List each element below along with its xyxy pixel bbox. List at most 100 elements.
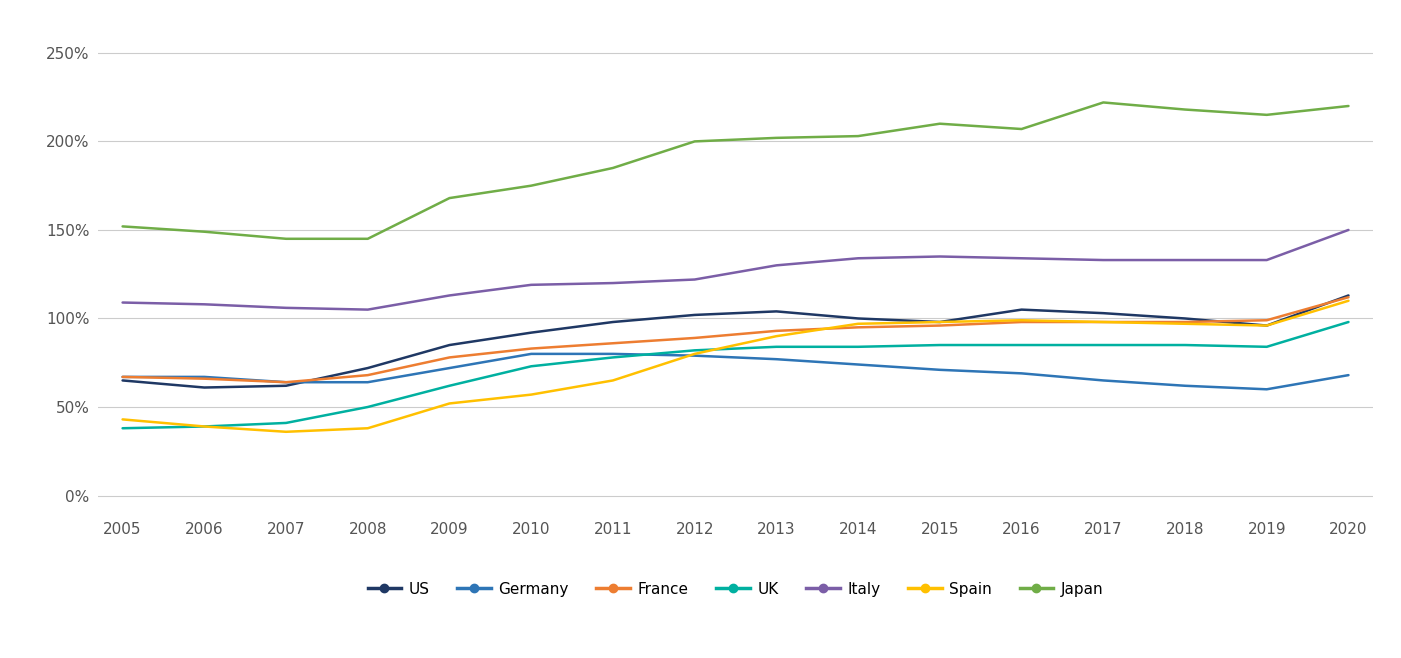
Spain <box>1258 322 1275 330</box>
Italy <box>1341 226 1358 234</box>
France <box>686 334 703 342</box>
Spain <box>1096 318 1112 326</box>
Japan <box>1341 102 1358 110</box>
Italy <box>850 255 867 263</box>
Spain <box>605 376 622 384</box>
US <box>1341 291 1358 299</box>
US <box>1258 322 1275 330</box>
US <box>441 341 458 349</box>
UK <box>932 341 948 349</box>
Line: Spain: Spain <box>123 301 1349 432</box>
UK <box>441 382 458 390</box>
France <box>360 371 377 379</box>
Japan <box>523 182 539 190</box>
Italy <box>523 281 539 289</box>
France <box>441 353 458 361</box>
US <box>605 318 622 326</box>
Italy <box>115 299 132 307</box>
Spain <box>1013 316 1030 324</box>
Japan <box>441 194 458 202</box>
Line: France: France <box>123 297 1349 382</box>
Italy <box>441 291 458 299</box>
Germany <box>932 366 948 374</box>
UK <box>1258 343 1275 351</box>
Germany <box>523 350 539 358</box>
Japan <box>1096 99 1112 107</box>
US <box>196 384 213 392</box>
France <box>1177 318 1194 326</box>
Spain <box>196 422 213 430</box>
Line: Germany: Germany <box>123 354 1349 390</box>
US <box>115 376 132 384</box>
UK <box>1013 341 1030 349</box>
Spain <box>1341 297 1358 305</box>
France <box>196 374 213 382</box>
Germany <box>850 361 867 368</box>
Japan <box>1177 105 1194 113</box>
Japan <box>1013 125 1030 133</box>
Germany <box>1013 369 1030 377</box>
Italy <box>932 253 948 261</box>
Japan <box>115 222 132 230</box>
UK <box>850 343 867 351</box>
US <box>277 382 294 390</box>
Japan <box>1258 111 1275 119</box>
France <box>932 322 948 330</box>
Germany <box>196 373 213 381</box>
UK <box>686 346 703 354</box>
Italy <box>1258 256 1275 264</box>
Germany <box>1096 376 1112 384</box>
Spain <box>115 415 132 423</box>
US <box>360 364 377 372</box>
US <box>523 329 539 337</box>
Japan <box>277 235 294 243</box>
Japan <box>196 228 213 236</box>
UK <box>1096 341 1112 349</box>
Japan <box>850 132 867 140</box>
Germany <box>686 352 703 360</box>
UK <box>1177 341 1194 349</box>
Italy <box>277 304 294 312</box>
France <box>523 345 539 353</box>
France <box>277 378 294 386</box>
UK <box>605 353 622 361</box>
Legend: US, Germany, France, UK, Italy, Spain, Japan: US, Germany, France, UK, Italy, Spain, J… <box>361 576 1110 603</box>
Germany <box>605 350 622 358</box>
Japan <box>605 164 622 172</box>
Italy <box>768 261 785 269</box>
France <box>1341 293 1358 301</box>
UK <box>360 403 377 411</box>
Germany <box>441 364 458 372</box>
US <box>768 307 785 315</box>
Germany <box>360 378 377 386</box>
UK <box>768 343 785 351</box>
Line: UK: UK <box>123 322 1349 428</box>
Spain <box>768 332 785 340</box>
Spain <box>441 399 458 407</box>
Line: US: US <box>123 295 1349 388</box>
Spain <box>1177 320 1194 328</box>
Spain <box>360 424 377 432</box>
France <box>1013 318 1030 326</box>
Italy <box>686 276 703 284</box>
Spain <box>523 391 539 399</box>
US <box>1096 309 1112 317</box>
Japan <box>686 138 703 145</box>
Spain <box>277 428 294 436</box>
Japan <box>768 134 785 142</box>
France <box>1096 318 1112 326</box>
Germany <box>1341 371 1358 379</box>
Germany <box>277 378 294 386</box>
Japan <box>932 120 948 128</box>
Spain <box>932 318 948 326</box>
US <box>1013 306 1030 314</box>
Italy <box>1177 256 1194 264</box>
France <box>768 327 785 335</box>
Germany <box>1258 386 1275 393</box>
Germany <box>1177 382 1194 390</box>
France <box>605 340 622 347</box>
Italy <box>1096 256 1112 264</box>
US <box>932 318 948 326</box>
UK <box>523 363 539 370</box>
Italy <box>196 300 213 308</box>
